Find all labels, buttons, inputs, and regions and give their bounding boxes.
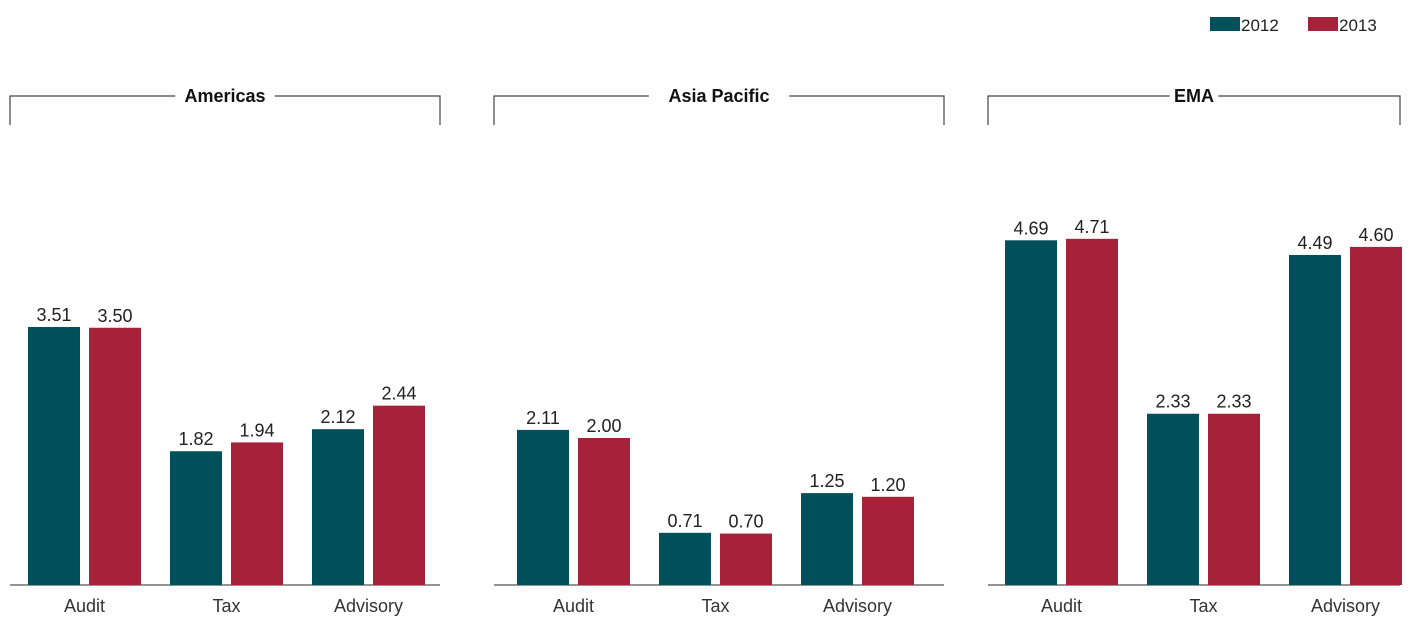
value-label-2013-advisory: 1.20	[870, 475, 905, 495]
bar-2012-audit	[28, 327, 80, 585]
chart-panels: Americas 3.51 3.50 Audit 1.82 1.94 Tax 2.12 2.44…	[9, 86, 1402, 616]
category-label-tax: Tax	[212, 596, 240, 616]
category-label-tax: Tax	[701, 596, 729, 616]
bar-2013-tax	[231, 442, 283, 585]
category-label-audit: Audit	[1041, 596, 1082, 616]
legend-swatch-2013	[1308, 17, 1338, 31]
panel-americas: Americas 3.51 3.50 Audit 1.82 1.94 Tax 2.12 2.44…	[9, 86, 441, 616]
value-label-2012-advisory: 1.25	[809, 471, 844, 491]
category-label-advisory: Advisory	[334, 596, 403, 616]
bar-2013-advisory	[373, 405, 425, 585]
category-label-advisory: Advisory	[1311, 596, 1380, 616]
value-label-2013-tax: 0.70	[728, 512, 763, 532]
bar-2012-tax	[170, 451, 222, 585]
category-label-audit: Audit	[553, 596, 594, 616]
bar-2012-tax	[1147, 413, 1199, 585]
bar-2012-audit	[1005, 240, 1057, 585]
value-label-2013-audit: 4.71	[1074, 217, 1109, 237]
bar-2013-audit	[578, 438, 630, 585]
legend-label-2013: 2013	[1339, 16, 1377, 35]
category-label-advisory: Advisory	[823, 596, 892, 616]
bracket-right	[274, 95, 441, 125]
bar-2012-tax	[659, 532, 711, 585]
bar-2013-advisory	[862, 496, 914, 585]
panel-asia-pacific: Asia Pacific 2.11 2.00 Audit 0.71 0.70 Tax 1.25…	[493, 86, 945, 616]
value-label-2013-advisory: 2.44	[381, 384, 416, 404]
bar-2012-audit	[517, 429, 569, 585]
bracket-left	[493, 95, 649, 125]
bar-2012-advisory	[801, 493, 853, 585]
value-label-2012-tax: 0.71	[667, 511, 702, 531]
bar-2013-tax	[1208, 413, 1260, 585]
panel-ema: EMA 4.69 4.71 Audit 2.33 2.33 Tax 4.49 4.60 Advis…	[987, 86, 1402, 616]
bar-2012-advisory	[1289, 254, 1341, 586]
category-label-audit: Audit	[64, 596, 105, 616]
value-label-2013-tax: 2.33	[1216, 392, 1251, 412]
value-label-2012-tax: 2.33	[1155, 392, 1190, 412]
value-label-2012-advisory: 2.12	[320, 407, 355, 427]
bracket-left	[987, 95, 1170, 125]
value-label-2013-audit: 2.00	[586, 416, 621, 436]
legend-label-2012: 2012	[1241, 16, 1279, 35]
legend-swatch-2012	[1210, 17, 1240, 31]
value-label-2013-tax: 1.94	[239, 420, 274, 440]
category-label-tax: Tax	[1189, 596, 1217, 616]
value-label-2012-audit: 4.69	[1013, 218, 1048, 238]
value-label-2012-audit: 2.11	[526, 408, 560, 428]
value-label-2013-advisory: 4.60	[1358, 225, 1393, 245]
bar-2013-advisory	[1350, 246, 1402, 585]
bar-2012-advisory	[312, 429, 364, 585]
value-label-2012-audit: 3.51	[36, 305, 71, 325]
panel-title: EMA	[1174, 86, 1214, 106]
panel-title: Americas	[184, 86, 265, 106]
legend: 2012 2013	[1210, 16, 1377, 35]
bar-2013-tax	[720, 533, 772, 585]
value-label-2012-tax: 1.82	[178, 429, 213, 449]
bracket-right	[789, 95, 945, 125]
bar-2013-audit	[1066, 238, 1118, 585]
bracket-left	[9, 95, 176, 125]
value-label-2012-advisory: 4.49	[1297, 233, 1332, 253]
bracket-right	[1218, 95, 1401, 125]
bar-2013-audit	[89, 327, 141, 585]
value-label-2013-audit: 3.50	[97, 306, 132, 326]
panel-title: Asia Pacific	[668, 86, 769, 106]
